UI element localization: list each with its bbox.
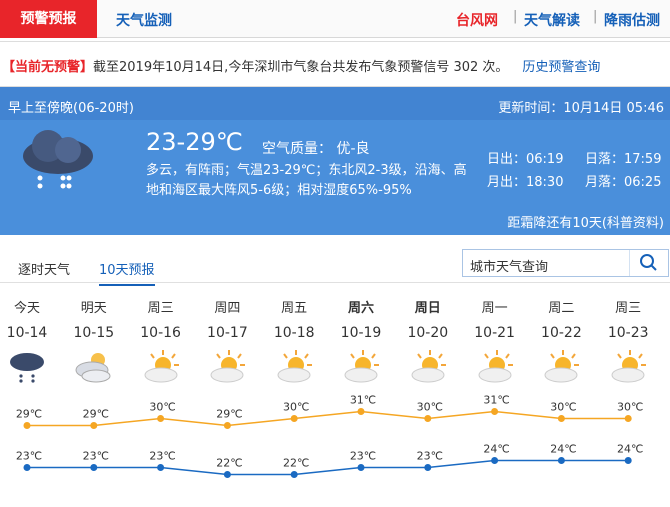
sunrise: 日出：06:19 xyxy=(487,152,564,167)
temp-label: 29℃ xyxy=(16,408,42,421)
day-name: 周二 xyxy=(548,301,575,316)
temp-label: 24℃ xyxy=(483,443,509,456)
temp-line xyxy=(27,459,629,476)
nav-tab[interactable]: 天气监测 xyxy=(116,13,172,29)
warning-bar xyxy=(0,41,670,87)
sunset: 日落：17:59 xyxy=(585,152,662,167)
temp-point xyxy=(157,415,165,422)
temp-label: 31℃ xyxy=(483,394,509,407)
temp-point xyxy=(357,464,365,471)
date: 10-17 xyxy=(207,325,248,341)
temp-point xyxy=(557,415,565,422)
temp-range: 23-29℃ xyxy=(146,128,243,156)
nav-bar xyxy=(0,0,670,38)
temp-label: 30℃ xyxy=(283,401,309,414)
warning-status: 【当前无预警】 xyxy=(2,60,94,75)
temp-point xyxy=(624,415,632,422)
temp-point xyxy=(491,457,499,464)
date: 10-18 xyxy=(273,325,315,341)
temp-label: 24℃ xyxy=(550,443,576,456)
tabs-line xyxy=(0,282,670,283)
day-name: 周六 xyxy=(347,301,374,316)
temp-label: 30℃ xyxy=(550,401,576,414)
day-name: 周一 xyxy=(481,301,508,316)
search-box[interactable] xyxy=(462,249,669,277)
temp-point xyxy=(491,408,499,415)
temp-line xyxy=(27,410,629,427)
temp-point xyxy=(223,422,231,429)
warning-row: 【当前无预警】截至2019年10月14日,今年深圳市气象台共发布气象预警信号 3… xyxy=(2,56,600,75)
nav-link[interactable]: 降雨估测 xyxy=(604,13,660,29)
nav-link[interactable]: 天气解读 xyxy=(524,13,580,29)
temp-point xyxy=(357,408,365,415)
temp-point xyxy=(223,471,231,478)
temp-point xyxy=(90,422,98,429)
temp-point xyxy=(424,464,432,471)
date: 10-19 xyxy=(340,325,382,341)
temp-label: 30℃ xyxy=(617,401,643,414)
temp-point xyxy=(424,415,432,422)
description: 多云，有阵雨；气温23-29℃；东北风2-3级，沿海、高地和海区最大阵风5-6级… xyxy=(146,163,467,198)
weather-icon xyxy=(23,130,93,189)
date: 10-20 xyxy=(407,325,449,341)
temp-point xyxy=(624,457,632,464)
tab-active[interactable]: 10天预报 xyxy=(99,259,155,286)
warning-text: 截至2019年10月14日,今年深圳市气象台共发布气象预警信号 302 次。 xyxy=(93,60,509,75)
temp-point xyxy=(290,471,298,478)
temp-point xyxy=(557,457,565,464)
date: 10-15 xyxy=(73,325,115,341)
separator: | xyxy=(593,9,598,24)
today-header xyxy=(0,87,670,120)
temp-label: 22℃ xyxy=(283,457,309,470)
nav-link[interactable]: 台风网 xyxy=(456,13,498,29)
day-name: 今天 xyxy=(13,301,40,316)
temp-label: 23℃ xyxy=(417,450,443,463)
temp-point xyxy=(90,464,98,471)
day-name: 周三 xyxy=(615,301,642,316)
air-quality: 空气质量： 优-良 xyxy=(262,141,370,157)
temp-label: 22℃ xyxy=(216,457,242,470)
date: 10-14 xyxy=(6,325,48,341)
moonrise: 月出：18:30 xyxy=(487,175,564,190)
date: 10-22 xyxy=(541,325,582,341)
temp-point xyxy=(23,422,31,429)
date: 10-21 xyxy=(474,325,515,341)
tab[interactable]: 逐时天气 xyxy=(18,263,71,278)
warning-link[interactable]: 历史预警查询 xyxy=(522,60,601,75)
day-name: 明天 xyxy=(80,301,107,316)
temp-label: 24℃ xyxy=(617,443,643,456)
period: 早上至傍晚(06-20时) xyxy=(8,101,134,116)
search-button[interactable] xyxy=(629,250,667,276)
temp-label: 31℃ xyxy=(350,394,376,407)
day-name: 周四 xyxy=(214,301,241,316)
day-name: 周三 xyxy=(147,301,174,316)
temp-label: 29℃ xyxy=(216,408,242,421)
nav-tab-active[interactable]: 预警预报 xyxy=(0,0,97,38)
moonset: 月落：06:25 xyxy=(585,175,662,190)
date: 10-23 xyxy=(607,325,649,341)
temp-point xyxy=(157,464,165,471)
temp-point xyxy=(290,415,298,422)
temp-label: 23℃ xyxy=(83,450,109,463)
date: 10-16 xyxy=(140,325,181,341)
day-name: 周五 xyxy=(281,301,308,316)
day-name: 周日 xyxy=(414,301,441,316)
update-time: 更新时间：10月14日 05:46 xyxy=(498,101,664,116)
separator: | xyxy=(513,9,518,24)
temp-label: 30℃ xyxy=(417,401,443,414)
temp-label: 29℃ xyxy=(83,408,109,421)
temp-label: 30℃ xyxy=(149,401,175,414)
temp-label: 23℃ xyxy=(149,450,175,463)
temp-label: 23℃ xyxy=(350,450,376,463)
search-placeholder[interactable]: 城市天气查询 xyxy=(470,260,549,275)
temp-label: 23℃ xyxy=(16,450,42,463)
temp-point xyxy=(23,464,31,471)
term-note[interactable]: 距霜降还有10天(科普资料) xyxy=(507,216,664,231)
